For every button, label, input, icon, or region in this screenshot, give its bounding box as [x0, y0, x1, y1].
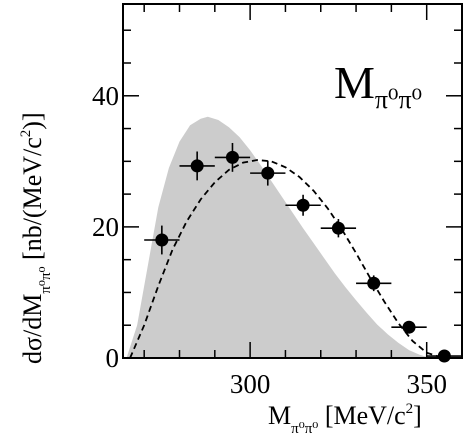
data-point — [296, 198, 310, 212]
y-tick-label: 0 — [106, 343, 120, 373]
data-point — [190, 159, 204, 173]
data-points — [144, 142, 462, 363]
data-point — [261, 166, 275, 180]
mc-distribution-band — [126, 116, 431, 358]
x-axis-title: Mπ⁰π⁰ [MeV/c2] — [268, 401, 422, 437]
plot-frame — [122, 3, 463, 359]
data-point — [155, 233, 169, 247]
y-axis-title: dσ/dMπ⁰π⁰ [nb/(MeV/c2)] — [18, 112, 54, 364]
data-point — [367, 276, 381, 290]
y-tick-label: 20 — [92, 212, 119, 242]
y-tick-label: 40 — [92, 81, 119, 111]
annotation-label: Mπ⁰π⁰ — [334, 57, 422, 114]
data-point — [402, 320, 416, 334]
axis-ticks — [123, 4, 463, 359]
data-point — [437, 349, 451, 363]
band-area — [126, 116, 431, 358]
x-tick-label: 350 — [406, 369, 447, 399]
data-point — [225, 150, 239, 164]
dashed-curve — [129, 159, 452, 359]
fit-curve — [129, 159, 452, 359]
data-point — [331, 221, 345, 235]
x-tick-label: 300 — [230, 369, 271, 399]
